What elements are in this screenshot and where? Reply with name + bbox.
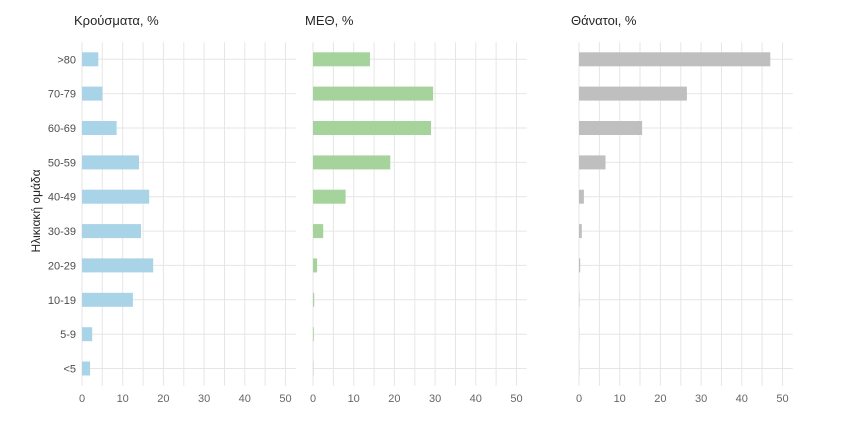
svg-text:40: 40: [470, 393, 482, 405]
svg-text:Θάνατοι, %: Θάνατοι, %: [571, 13, 637, 28]
svg-text:<5: <5: [63, 364, 76, 376]
svg-text:70-79: 70-79: [48, 89, 76, 101]
svg-text:30-39: 30-39: [48, 226, 76, 238]
svg-text:10: 10: [117, 393, 129, 405]
svg-text:30: 30: [429, 393, 441, 405]
svg-text:50: 50: [776, 393, 788, 405]
svg-text:Ηλικιακή ομάδα: Ηλικιακή ομάδα: [29, 169, 43, 252]
svg-text:10: 10: [614, 393, 626, 405]
svg-text:30: 30: [695, 393, 707, 405]
svg-text:20: 20: [157, 393, 169, 405]
svg-text:20: 20: [388, 393, 400, 405]
svg-text:60-69: 60-69: [48, 123, 76, 135]
svg-text:40: 40: [239, 393, 251, 405]
svg-text:40-49: 40-49: [48, 192, 76, 204]
svg-text:50-59: 50-59: [48, 157, 76, 169]
svg-text:20: 20: [654, 393, 666, 405]
svg-text:5-9: 5-9: [60, 329, 76, 341]
svg-text:0: 0: [310, 393, 316, 405]
svg-text:40: 40: [736, 393, 748, 405]
svg-text:0: 0: [79, 393, 85, 405]
svg-text:Κρούσματα, %: Κρούσματα, %: [74, 13, 159, 28]
svg-text:10-19: 10-19: [48, 295, 76, 307]
svg-text:20-29: 20-29: [48, 260, 76, 272]
svg-text:0: 0: [576, 393, 582, 405]
svg-text:50: 50: [279, 393, 291, 405]
svg-text:ΜΕΘ, %: ΜΕΘ, %: [305, 13, 354, 28]
svg-text:50: 50: [510, 393, 522, 405]
svg-text:>80: >80: [57, 54, 76, 66]
svg-text:10: 10: [348, 393, 360, 405]
svg-text:30: 30: [198, 393, 210, 405]
